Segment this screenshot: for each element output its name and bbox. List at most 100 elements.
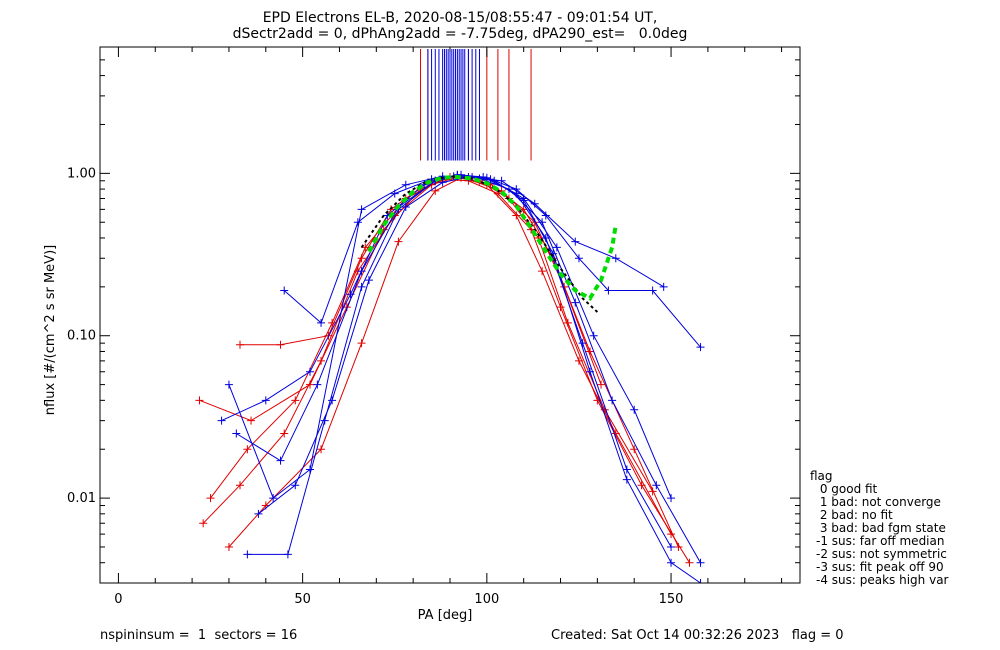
y-tick-label: 0.01 [67,491,96,506]
flag-legend: flag 0 good fit 1 bad: not converge 2 ba… [810,470,948,587]
footer-left: nspininsum = 1 sectors = 16 [100,628,298,643]
data-point [217,416,226,425]
x-axis-label: PA [deg] [418,608,473,623]
series-line [199,176,654,492]
data-point [574,254,583,263]
data-point [637,481,646,490]
data-point [630,405,639,414]
plot-area [195,49,705,583]
data-point [401,203,410,212]
x-tick-label: 0 [114,592,122,607]
data-point [317,445,326,454]
series-line [228,175,664,499]
x-tick-label: 150 [659,592,684,607]
data-point [622,465,631,474]
data-point [306,380,314,389]
data-point [283,550,292,559]
data-point [578,339,587,348]
data-point [538,267,547,276]
legend-item: 0 good fit [816,482,878,496]
series-line [210,178,690,563]
data-point [357,205,366,214]
data-point [269,494,278,503]
data-point [552,243,561,252]
data-point [652,481,661,490]
data-point [313,380,322,389]
series-line [240,174,602,385]
data-point [630,445,639,454]
data-point [597,380,606,389]
data-point [291,481,300,490]
legend-item: -1 sus: far off median [816,534,945,548]
data-point [667,494,676,503]
data-point [247,416,256,425]
data-point [357,267,366,276]
data-point [586,367,594,376]
data-point [648,487,657,496]
data-point [254,509,263,518]
series-line [283,174,701,348]
data-point [541,211,550,220]
series-line [202,176,672,535]
data-point [236,340,244,349]
series-line [236,174,672,499]
data-point [622,475,631,484]
data-point [328,318,337,327]
data-point [457,170,466,179]
data-point [604,286,613,295]
data-point [497,176,506,185]
data-point [280,286,289,295]
data-point [353,218,362,227]
data-point [519,196,528,205]
data-point [232,429,241,438]
data-point [357,282,366,291]
series-line [258,176,701,583]
series-line [247,174,672,555]
data-point [276,340,285,349]
data-point [364,276,373,285]
data-point [530,199,539,208]
data-point [659,282,668,291]
series-line [228,177,679,548]
data-point [276,456,285,465]
fit-curve [367,174,618,301]
y-tick-label: 0.10 [67,329,96,344]
legend-item: 1 bad: not converge [816,495,941,509]
data-point [401,180,410,189]
data-point [608,396,617,405]
data-point [224,380,233,389]
data-point [317,318,326,327]
data-point [667,558,676,567]
series-line [221,175,701,563]
data-point [199,519,208,528]
data-point [261,396,270,405]
chart-title: EPD Electrons EL-B, 2020-08-15/08:55:47 … [262,10,658,26]
data-point [306,367,314,376]
data-point [696,558,705,567]
data-point [224,542,233,551]
y-tick-label: 1.00 [67,166,96,181]
y-axis-label: nflux [#/(cm^2 s sr MeV)] [43,245,58,415]
data-point [306,465,314,474]
data-point [696,579,705,583]
data-point [685,558,694,567]
data-point [667,542,676,551]
data-point [431,186,440,195]
median-curve [360,175,599,313]
data-point [357,339,366,348]
data-point [394,237,403,246]
data-point [291,396,300,405]
data-point [571,298,580,307]
data-point [512,211,521,220]
footer-right: Created: Sat Oct 14 00:32:26 2023 flag =… [551,628,844,643]
data-point [571,237,580,246]
legend-item: -3 sus: fit peak off 90 [816,560,944,574]
data-point [556,303,565,312]
data-point [346,290,355,299]
legend-item: -4 sus: peaks high var [816,573,949,587]
data-point [438,178,447,187]
data-point [206,494,215,503]
data-point [243,550,252,559]
data-point [357,254,366,263]
